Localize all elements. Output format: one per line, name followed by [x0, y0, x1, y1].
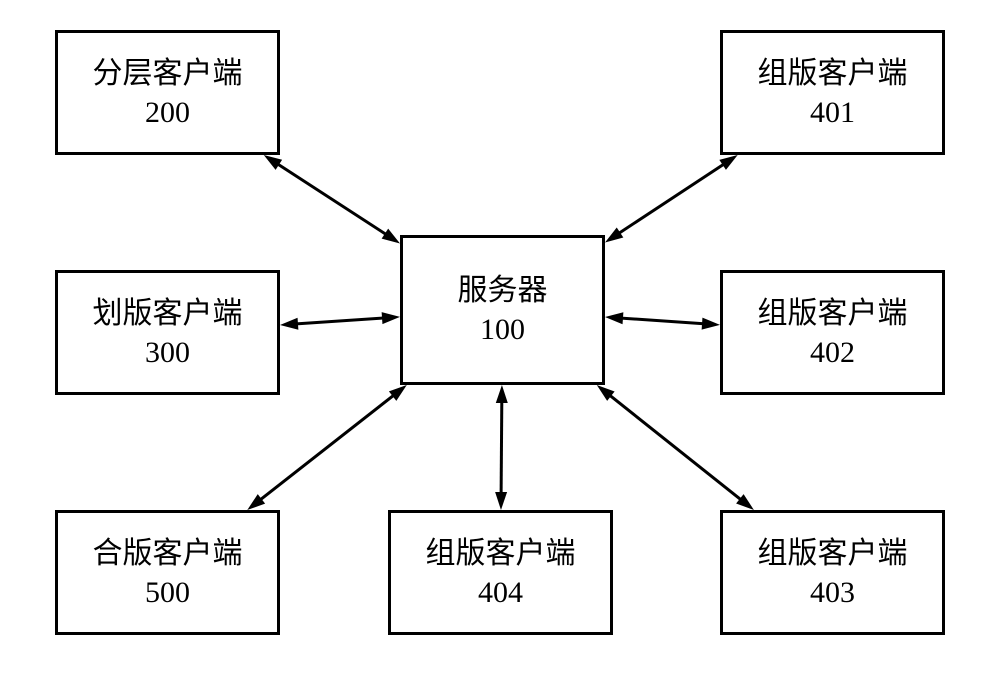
- node-n402: 组版客户端402: [720, 270, 945, 395]
- node-title: 合版客户端: [93, 534, 243, 573]
- node-number: 402: [810, 333, 855, 372]
- node-number: 401: [810, 93, 855, 132]
- node-server: 服务器100: [400, 235, 605, 385]
- edge-server-n402: [605, 312, 720, 329]
- node-number: 403: [810, 573, 855, 612]
- node-number: 100: [480, 310, 525, 349]
- node-title: 服务器: [458, 271, 548, 310]
- node-number: 404: [478, 573, 523, 612]
- node-title: 组版客户端: [758, 534, 908, 573]
- edge-server-n404: [495, 385, 508, 510]
- node-n401: 组版客户端401: [720, 30, 945, 155]
- node-title: 组版客户端: [426, 534, 576, 573]
- edge-server-n500: [247, 385, 407, 510]
- node-number: 500: [145, 573, 190, 612]
- node-number: 300: [145, 333, 190, 372]
- diagram-canvas: 服务器100分层客户端200划版客户端300合版客户端500组版客户端401组版…: [0, 0, 1000, 687]
- node-title: 组版客户端: [758, 54, 908, 93]
- node-title: 分层客户端: [93, 54, 243, 93]
- node-title: 组版客户端: [758, 294, 908, 333]
- edge-server-n300: [280, 312, 400, 330]
- node-n404: 组版客户端404: [388, 510, 613, 635]
- node-n200: 分层客户端200: [55, 30, 280, 155]
- node-n300: 划版客户端300: [55, 270, 280, 395]
- node-n403: 组版客户端403: [720, 510, 945, 635]
- edge-server-n200: [264, 155, 400, 243]
- edge-server-n403: [597, 385, 754, 510]
- node-n500: 合版客户端500: [55, 510, 280, 635]
- node-title: 划版客户端: [93, 294, 243, 333]
- node-number: 200: [145, 93, 190, 132]
- edge-server-n401: [605, 155, 738, 242]
